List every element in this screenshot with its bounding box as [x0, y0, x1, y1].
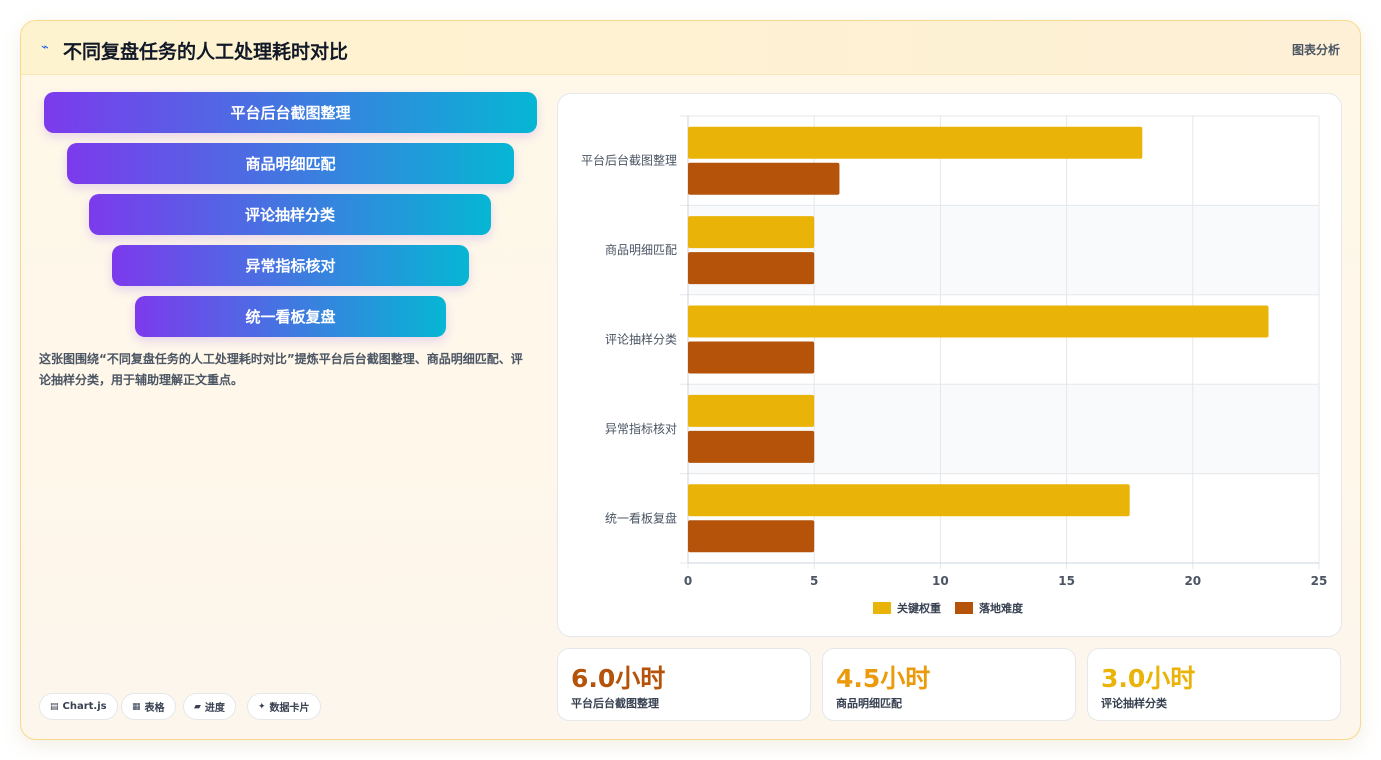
stat-label: 评论抽样分类 — [1101, 697, 1167, 710]
stat-label: 平台后台截图整理 — [571, 697, 659, 710]
chart-card: ⌁ 不同复盘任务的人工处理耗时对比 图表分析 平台后台截图整理 商品明细匹配 评… — [20, 20, 1361, 740]
funnel-item-label: 异常指标核对 — [245, 257, 336, 275]
bar — [688, 520, 815, 553]
chip-label: Chart.js — [62, 701, 107, 712]
x-tick-label: 10 — [932, 574, 949, 588]
chip-chartjs[interactable]: ▤ Chart.js — [39, 693, 118, 720]
bar — [688, 305, 1269, 338]
chip-data-card[interactable]: ✦ 数据卡片 — [247, 693, 321, 720]
stat-card-2: 4.5小时 商品明细匹配 — [822, 648, 1076, 721]
stat-card-1: 6.0小时 平台后台截图整理 — [557, 648, 811, 721]
table-icon: ▦ — [132, 701, 141, 712]
stat-value: 4.5小时 — [836, 664, 931, 693]
y-tick-label: 商品明细匹配 — [605, 242, 677, 257]
funnel-item-label: 评论抽样分类 — [244, 206, 335, 224]
stat-value: 3.0小时 — [1101, 664, 1196, 693]
bar — [688, 484, 1130, 517]
y-tick-label: 异常指标核对 — [605, 421, 677, 436]
funnel-item-5[interactable]: 统一看板复盘 — [135, 296, 446, 337]
chip-label: 表格 — [144, 703, 165, 714]
legend-label: 关键权重 — [897, 601, 941, 615]
bar — [688, 252, 815, 285]
y-tick-label: 统一看板复盘 — [605, 510, 677, 525]
chart-analysis-tag: 图表分析 — [1291, 43, 1340, 57]
x-tick-label: 5 — [810, 574, 818, 588]
bar — [688, 341, 815, 374]
card-header: ⌁ 不同复盘任务的人工处理耗时对比 图表分析 — [21, 21, 1360, 75]
chart-description: 这张图围绕“不同复盘任务的人工处理耗时对比”提炼平台后台截图整理、商品明细匹配、… — [39, 352, 523, 387]
bar — [688, 394, 815, 427]
stat-value: 6.0小时 — [571, 664, 666, 693]
chip-progress[interactable]: ▰ 进度 — [183, 693, 236, 720]
funnel-item-1[interactable]: 平台后台截图整理 — [44, 92, 537, 133]
chip-label: 数据卡片 — [269, 703, 310, 714]
funnel-item-label: 商品明细匹配 — [245, 155, 336, 173]
chip-label: 进度 — [204, 703, 225, 714]
funnel-item-label: 平台后台截图整理 — [230, 104, 351, 122]
bar — [688, 126, 1143, 159]
y-tick-label: 平台后台截图整理 — [581, 153, 677, 168]
chart-panel: 平台后台截图整理商品明细匹配 评论抽样分类 异常指标核对 统一看板复盘 0 5 10 15 20… — [557, 93, 1342, 637]
chip-table[interactable]: ▦ 表格 — [121, 693, 176, 720]
chart-icon: ▤ — [50, 701, 59, 712]
legend-label: 落地难度 — [979, 601, 1024, 615]
stat-card-3: 3.0小时 评论抽样分类 — [1087, 648, 1341, 721]
bar — [688, 162, 840, 195]
funnel-item-label: 统一看板复盘 — [245, 308, 336, 326]
bolt-icon: ⌁ — [41, 40, 49, 55]
funnel-item-3[interactable]: 评论抽样分类 — [89, 194, 491, 235]
legend-swatch — [873, 602, 891, 614]
funnel-item-4[interactable]: 异常指标核对 — [112, 245, 469, 286]
stat-label: 商品明细匹配 — [836, 697, 902, 710]
progress-icon: ▰ — [194, 701, 201, 712]
funnel-item-2[interactable]: 商品明细匹配 — [67, 143, 514, 184]
x-tick-label: 25 — [1311, 574, 1328, 588]
bar — [688, 216, 815, 249]
x-tick-label: 0 — [684, 574, 692, 588]
y-tick-label: 评论抽样分类 — [605, 332, 677, 347]
x-tick-label: 20 — [1184, 574, 1201, 588]
card-icon: ✦ — [258, 701, 266, 712]
x-tick-label: 15 — [1058, 574, 1075, 588]
legend-swatch — [955, 602, 973, 614]
page-title: 不同复盘任务的人工处理耗时对比 — [63, 41, 349, 63]
bar — [688, 430, 815, 463]
